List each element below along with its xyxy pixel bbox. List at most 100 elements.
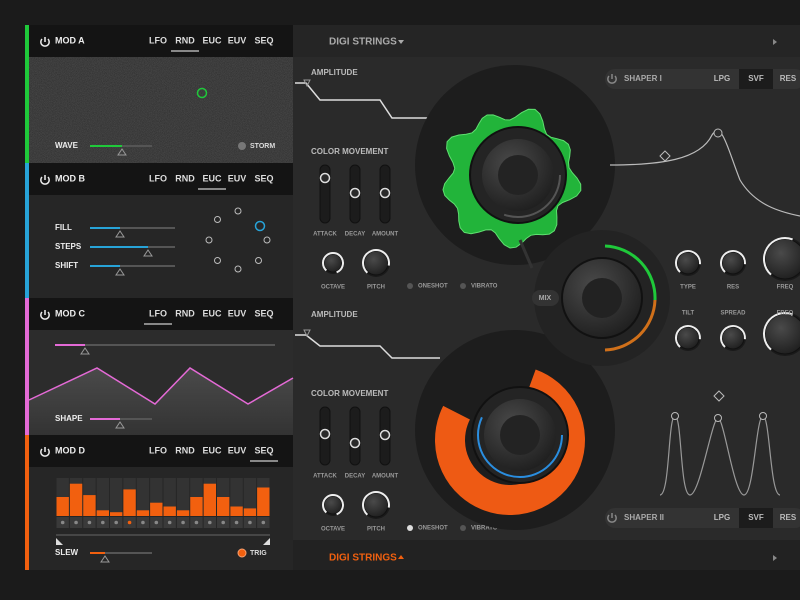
knob[interactable]	[721, 251, 745, 275]
slider-handle[interactable]	[115, 421, 125, 429]
mode-tab[interactable]: SEQ	[254, 308, 273, 318]
slider-handle[interactable]	[80, 347, 90, 355]
knob[interactable]	[363, 250, 389, 276]
filter-point[interactable]	[671, 412, 679, 420]
filter-diamond[interactable]	[713, 390, 725, 402]
vslider-handle[interactable]	[349, 437, 361, 449]
power-icon[interactable]	[40, 448, 50, 457]
power-icon[interactable]	[607, 514, 617, 523]
mode-tab[interactable]: EUV	[228, 35, 247, 45]
option-toggle[interactable]	[460, 283, 466, 289]
dropdown-arrow[interactable]	[398, 555, 404, 559]
power-icon[interactable]	[40, 38, 50, 47]
mode-tab[interactable]: EUC	[202, 35, 222, 45]
preset-name[interactable]: DIGI STRINGS	[329, 37, 397, 48]
vslider-track[interactable]	[349, 406, 361, 466]
vslider-handle[interactable]	[319, 428, 331, 440]
mix-knob[interactable]	[582, 278, 622, 318]
shaper-mode[interactable]: RES	[780, 513, 797, 522]
euclid-step[interactable]	[234, 265, 242, 273]
vslider-handle[interactable]	[349, 187, 361, 199]
mode-tab[interactable]: RND	[175, 35, 195, 45]
slider-handle[interactable]	[143, 249, 153, 257]
shaper-mode[interactable]: LPG	[714, 513, 730, 522]
mode-tab[interactable]: EUV	[228, 308, 247, 318]
mode-tab[interactable]: LFO	[149, 35, 167, 45]
power-icon[interactable]	[40, 311, 50, 320]
vslider-handle[interactable]	[379, 429, 391, 441]
euclid-step[interactable]	[205, 236, 213, 244]
knob[interactable]	[676, 251, 700, 275]
dropdown-arrow[interactable]	[398, 40, 404, 44]
mode-tab[interactable]: LFO	[149, 445, 167, 455]
collapse-arrow[interactable]	[773, 555, 777, 561]
shaper-mode[interactable]: SVF	[748, 74, 764, 83]
step-bar	[56, 497, 69, 516]
step-dot	[101, 520, 105, 525]
range-start[interactable]	[56, 538, 63, 545]
mode-tab[interactable]: EUC	[202, 445, 222, 455]
preset-name-bottom[interactable]: DIGI STRINGS	[329, 553, 397, 564]
osc-knob[interactable]	[498, 155, 538, 195]
collapse-arrow[interactable]	[773, 39, 777, 45]
shaper-mode[interactable]: LPG	[714, 74, 730, 83]
mode-tab[interactable]: LFO	[149, 308, 167, 318]
shaper-mode[interactable]: SVF	[748, 513, 764, 522]
mode-tab[interactable]: RND	[175, 173, 195, 183]
mode-tab[interactable]: EUV	[228, 445, 247, 455]
knob[interactable]	[764, 313, 800, 355]
mode-tab[interactable]: RND	[175, 308, 195, 318]
knob[interactable]	[676, 326, 700, 350]
euclid-step[interactable]	[263, 236, 271, 244]
toggle[interactable]	[237, 548, 247, 558]
envelope-handle[interactable]	[303, 329, 311, 338]
option-toggle[interactable]	[407, 525, 413, 531]
step-cell[interactable]	[176, 478, 190, 516]
mode-tab[interactable]: SEQ	[254, 173, 273, 183]
mode-tab[interactable]: EUC	[202, 173, 222, 183]
option-toggle[interactable]	[407, 283, 413, 289]
knob[interactable]	[323, 253, 343, 273]
step-cell[interactable]	[136, 478, 150, 516]
mode-tab[interactable]: RND	[175, 445, 195, 455]
knob[interactable]	[764, 238, 800, 280]
euclid-step[interactable]	[254, 220, 266, 232]
vslider-handle[interactable]	[319, 172, 331, 184]
step-cell[interactable]	[243, 478, 257, 516]
step-bar	[83, 495, 96, 516]
knob[interactable]	[323, 495, 343, 515]
euclid-step[interactable]	[255, 257, 263, 265]
active-mode	[739, 508, 773, 528]
toggle[interactable]	[238, 142, 246, 150]
slider-handle[interactable]	[115, 230, 125, 238]
slider-handle[interactable]	[115, 268, 125, 276]
vslider-handle[interactable]	[379, 187, 391, 199]
euclid-step[interactable]	[213, 257, 221, 265]
power-icon[interactable]	[40, 176, 50, 185]
mode-tab[interactable]: SEQ	[254, 445, 273, 455]
filter-point[interactable]	[713, 128, 723, 138]
mode-tab[interactable]: EUV	[228, 173, 247, 183]
euclid-step[interactable]	[213, 215, 221, 223]
filter-point[interactable]	[714, 414, 722, 422]
control-label: SHAPE	[55, 414, 83, 423]
mode-tab[interactable]: EUC	[202, 308, 222, 318]
slider-handle[interactable]	[117, 148, 127, 156]
mode-tab[interactable]: LFO	[149, 173, 167, 183]
slider-handle[interactable]	[100, 555, 110, 563]
mode-tab[interactable]: SEQ	[254, 35, 273, 45]
shaper-mode[interactable]: RES	[780, 74, 797, 83]
knob[interactable]	[363, 492, 389, 518]
euclid-step[interactable]	[234, 207, 242, 215]
range-end[interactable]	[263, 538, 270, 545]
filter-diamond[interactable]	[659, 150, 671, 162]
osc-knob[interactable]	[500, 415, 540, 455]
filter-point[interactable]	[759, 412, 767, 420]
envelope-handle[interactable]	[303, 79, 311, 88]
power-icon[interactable]	[607, 75, 617, 84]
active-tab-underline	[198, 188, 226, 190]
option-toggle[interactable]	[460, 525, 466, 531]
step-cell[interactable]	[110, 478, 123, 516]
knob[interactable]	[721, 326, 745, 350]
step-cell[interactable]	[96, 478, 109, 516]
